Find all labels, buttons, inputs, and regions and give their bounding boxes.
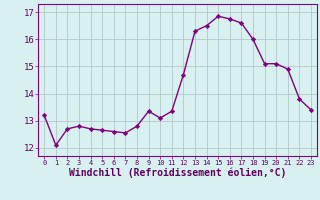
X-axis label: Windchill (Refroidissement éolien,°C): Windchill (Refroidissement éolien,°C) xyxy=(69,168,286,178)
